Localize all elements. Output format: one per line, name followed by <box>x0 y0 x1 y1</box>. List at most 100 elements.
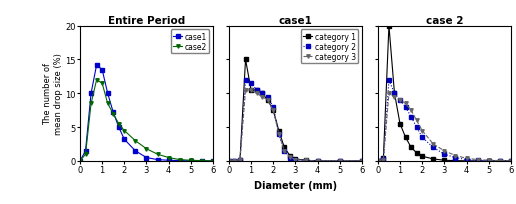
category 3 <box>375 160 381 162</box>
category 1 <box>231 160 237 162</box>
category 2 <box>259 93 265 95</box>
category 1 <box>441 159 447 162</box>
category 2 <box>287 157 293 159</box>
category 2 <box>453 157 459 159</box>
Title: Entire Period: Entire Period <box>108 16 185 26</box>
case2 <box>199 160 205 162</box>
category 1 <box>419 155 425 158</box>
category 3 <box>413 120 420 122</box>
category 3 <box>237 159 243 161</box>
category 2 <box>270 106 277 109</box>
category 1 <box>497 160 503 162</box>
category 1 <box>430 158 437 160</box>
category 1 <box>391 93 397 95</box>
category 3 <box>231 160 237 162</box>
case2 <box>83 153 89 156</box>
category 2 <box>441 153 447 156</box>
category 3 <box>397 99 403 102</box>
Line: category 3: category 3 <box>227 89 364 163</box>
category 2 <box>226 160 232 162</box>
case2 <box>154 153 160 156</box>
case2 <box>93 79 100 82</box>
category 2 <box>292 159 298 161</box>
case2 <box>88 103 94 105</box>
case1 <box>116 126 122 129</box>
Legend: case1, case2: case1, case2 <box>171 30 209 54</box>
category 1 <box>237 159 243 161</box>
category 3 <box>259 96 265 98</box>
Line: case1: case1 <box>78 64 215 163</box>
case1 <box>88 93 94 95</box>
category 3 <box>226 160 232 162</box>
category 1 <box>287 155 293 157</box>
category 1 <box>359 160 365 162</box>
category 1 <box>402 136 409 139</box>
category 2 <box>402 106 409 109</box>
case2 <box>210 160 216 162</box>
category 2 <box>314 160 320 162</box>
category 3 <box>463 157 470 160</box>
category 3 <box>497 160 503 162</box>
category 1 <box>453 160 459 162</box>
category 3 <box>386 93 392 95</box>
category 3 <box>419 130 425 132</box>
category 2 <box>336 160 343 162</box>
category 3 <box>380 159 386 161</box>
category 2 <box>497 160 503 162</box>
category 2 <box>397 99 403 102</box>
case1 <box>199 160 205 162</box>
category 3 <box>359 160 365 162</box>
category 3 <box>486 159 492 162</box>
case1 <box>154 159 160 161</box>
Title: case1: case1 <box>279 16 312 26</box>
category 1 <box>375 160 381 162</box>
category 1 <box>380 157 386 159</box>
category 2 <box>413 126 420 129</box>
category 3 <box>303 159 310 162</box>
case2 <box>121 130 127 132</box>
category 1 <box>508 160 514 162</box>
case2 <box>188 159 194 162</box>
Line: case2: case2 <box>78 79 215 163</box>
Line: category 1: category 1 <box>227 59 364 163</box>
Y-axis label: The number of
mean drop size (%): The number of mean drop size (%) <box>43 53 62 135</box>
category 2 <box>486 160 492 162</box>
category 3 <box>270 109 277 112</box>
category 3 <box>243 89 249 92</box>
category 3 <box>314 160 320 162</box>
category 2 <box>281 150 287 152</box>
category 2 <box>253 89 260 92</box>
category 1 <box>314 160 320 162</box>
category 2 <box>463 159 470 161</box>
category 1 <box>303 159 310 162</box>
category 1 <box>226 160 232 162</box>
category 2 <box>375 160 381 162</box>
category 2 <box>419 136 425 139</box>
case1 <box>99 69 105 71</box>
category 1 <box>463 160 470 162</box>
case2 <box>132 140 138 142</box>
category 2 <box>265 96 271 98</box>
category 2 <box>408 116 414 119</box>
case2 <box>105 103 111 105</box>
category 2 <box>276 133 282 135</box>
category 2 <box>386 79 392 82</box>
case1 <box>110 111 116 114</box>
category 3 <box>508 160 514 162</box>
Line: category 2: category 2 <box>227 79 364 163</box>
case2 <box>166 157 172 159</box>
category 1 <box>386 25 392 28</box>
category 1 <box>292 158 298 160</box>
case1 <box>105 93 111 95</box>
category 1 <box>413 152 420 154</box>
category 1 <box>475 160 481 162</box>
category 2 <box>243 79 249 82</box>
case1 <box>93 64 100 67</box>
category 1 <box>281 146 287 149</box>
category 3 <box>292 159 298 161</box>
Title: case 2: case 2 <box>426 16 463 26</box>
category 1 <box>253 89 260 92</box>
category 3 <box>408 109 414 112</box>
category 1 <box>486 160 492 162</box>
category 3 <box>276 133 282 135</box>
